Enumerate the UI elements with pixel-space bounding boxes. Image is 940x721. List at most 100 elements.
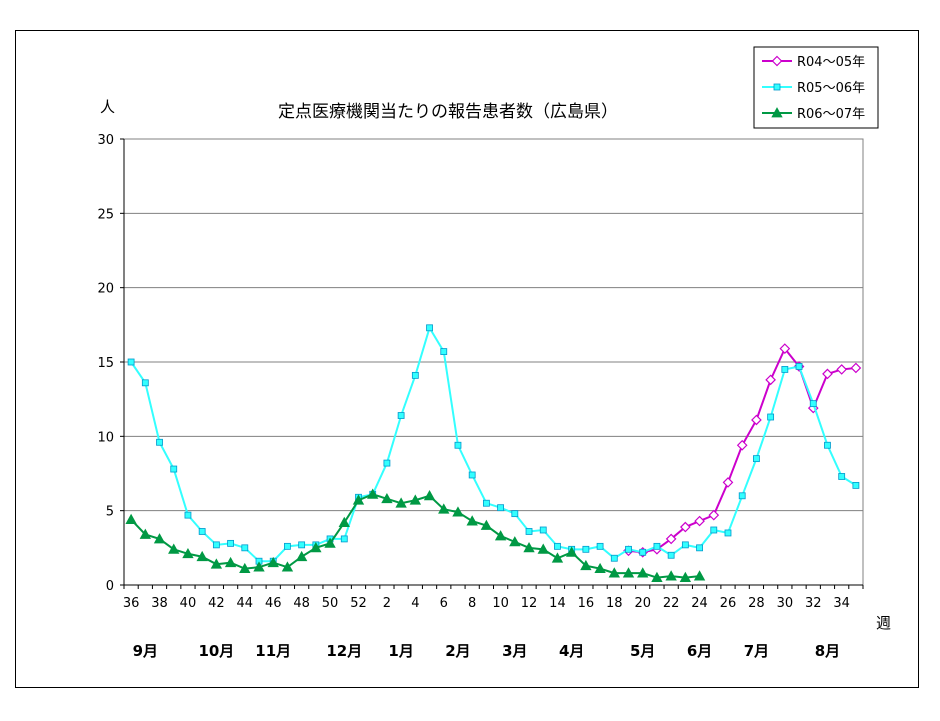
data-point	[824, 441, 831, 449]
month-label: 10月	[198, 642, 234, 660]
x-tick-label: 18	[606, 596, 623, 611]
data-point	[452, 506, 464, 517]
data-point	[523, 542, 535, 553]
data-point	[738, 492, 746, 500]
data-point	[170, 465, 178, 473]
data-point	[340, 535, 348, 543]
data-point	[779, 343, 791, 354]
legend-label: R05～06年	[797, 81, 865, 96]
data-point	[381, 492, 393, 504]
legend-item: R04～05年	[762, 55, 865, 70]
data-point	[284, 542, 291, 550]
data-point	[494, 530, 507, 541]
legend-label: R06～07年	[797, 107, 865, 122]
data-point	[482, 499, 490, 507]
data-point	[637, 567, 649, 578]
data-point	[367, 488, 379, 499]
data-point	[212, 541, 220, 549]
data-point	[710, 526, 718, 534]
data-point	[198, 528, 206, 535]
data-point	[537, 543, 549, 554]
data-point	[239, 562, 251, 574]
y-tick-label: 0	[106, 579, 114, 594]
data-point	[281, 561, 294, 572]
month-label: 11月	[255, 642, 291, 660]
data-point	[241, 544, 249, 552]
data-point	[708, 509, 720, 521]
chart-title: 定点医療機関当たりの報告患者数（広島県）	[278, 102, 618, 122]
x-tick-label: 44	[237, 596, 254, 611]
x-tick-label: 16	[578, 596, 595, 611]
legend: R04～05年 R05～06年 R06～07年	[753, 46, 879, 129]
data-point	[125, 513, 137, 524]
data-point	[253, 561, 265, 572]
y-tick-label: 25	[97, 207, 114, 222]
data-point	[679, 571, 692, 582]
x-tick-label: 42	[208, 596, 225, 611]
month-label: 1月	[388, 642, 413, 660]
x-tick-label: 2	[383, 596, 391, 611]
x-tick-label: 24	[691, 596, 708, 611]
data-point	[466, 515, 478, 526]
x-tick-label: 12	[521, 596, 538, 611]
x-tick-label: 32	[805, 596, 822, 611]
data-point	[651, 571, 663, 582]
data-point	[497, 504, 505, 512]
x-tick-label: 30	[777, 596, 794, 611]
month-label: 12月	[326, 642, 362, 660]
data-point	[852, 481, 860, 489]
x-tick-label: 46	[265, 596, 282, 611]
month-label: 2月	[445, 642, 470, 660]
x-tick-label: 52	[350, 596, 367, 611]
data-point	[298, 541, 306, 549]
y-tick-label: 30	[97, 133, 114, 148]
data-point	[625, 545, 632, 553]
data-point	[196, 550, 208, 562]
data-point	[539, 526, 547, 534]
data-point	[127, 358, 135, 366]
y-tick-label: 5	[106, 505, 114, 520]
x-tick-label: 36	[123, 596, 140, 611]
data-point	[694, 515, 705, 527]
data-point	[665, 533, 677, 545]
x-tick-label: 6	[440, 596, 448, 611]
data-point	[184, 511, 192, 519]
series-3	[125, 488, 706, 582]
data-point	[227, 539, 234, 547]
x-tick-label: 50	[322, 596, 339, 611]
data-point	[440, 348, 448, 355]
x-tick-label: 22	[663, 596, 680, 611]
data-point	[753, 455, 760, 463]
month-label: 4月	[559, 642, 584, 660]
data-point	[771, 55, 783, 67]
data-point	[822, 368, 833, 380]
month-label: 5月	[630, 642, 655, 660]
data-point	[696, 544, 703, 552]
data-point	[480, 519, 493, 530]
data-point	[622, 567, 635, 578]
data-point	[773, 83, 781, 91]
legend-label: R04～05年	[797, 55, 865, 70]
data-point	[850, 362, 862, 374]
data-point	[665, 570, 677, 581]
data-point	[411, 371, 419, 379]
data-point	[594, 562, 606, 574]
x-tick-label: 34	[833, 596, 850, 611]
data-point	[383, 459, 391, 467]
data-point	[409, 494, 422, 505]
data-point	[610, 554, 618, 562]
data-point	[736, 439, 748, 451]
data-point	[667, 551, 675, 559]
series-line	[130, 325, 857, 563]
month-label: 8月	[815, 642, 840, 660]
month-label: 6月	[687, 642, 712, 660]
x-tick-label: 8	[468, 596, 476, 611]
data-point	[580, 559, 592, 571]
data-point	[324, 537, 336, 548]
data-point	[639, 548, 647, 556]
data-point	[156, 438, 163, 446]
month-label: 7月	[744, 642, 769, 660]
data-point	[352, 494, 365, 505]
data-point	[210, 558, 223, 569]
data-point	[397, 412, 405, 419]
